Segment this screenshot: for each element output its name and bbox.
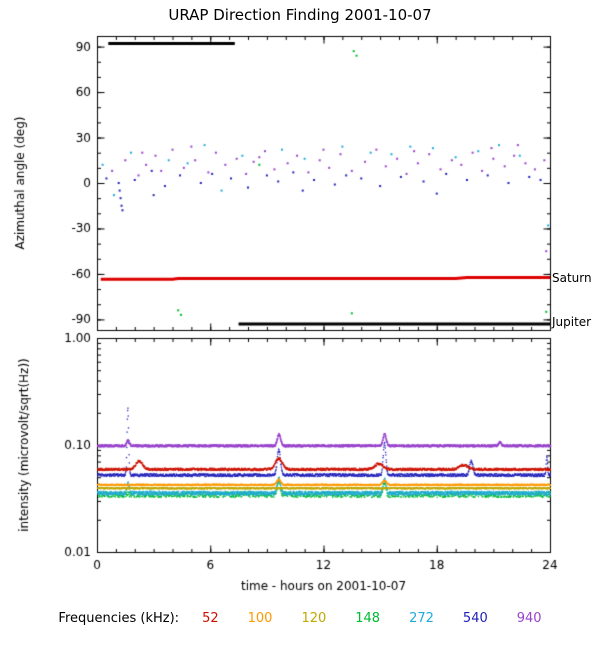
jupiter-annotation: Jupiter [552,315,592,329]
legend-item: 120 [301,611,327,626]
saturn-annotation: Saturn [552,271,592,285]
legend-label: Frequencies (kHz): [58,611,180,626]
legend-item: 940 [516,611,542,626]
frequency-legend: Frequencies (kHz): 52 100 120 148 272 54… [0,611,600,626]
chart-title: URAP Direction Finding 2001-10-07 [168,6,432,24]
legend-item: 540 [462,611,488,626]
legend-item: 148 [355,611,381,626]
legend-item: 52 [202,611,219,626]
legend-item: 100 [247,611,273,626]
legend-item: 272 [409,611,434,626]
